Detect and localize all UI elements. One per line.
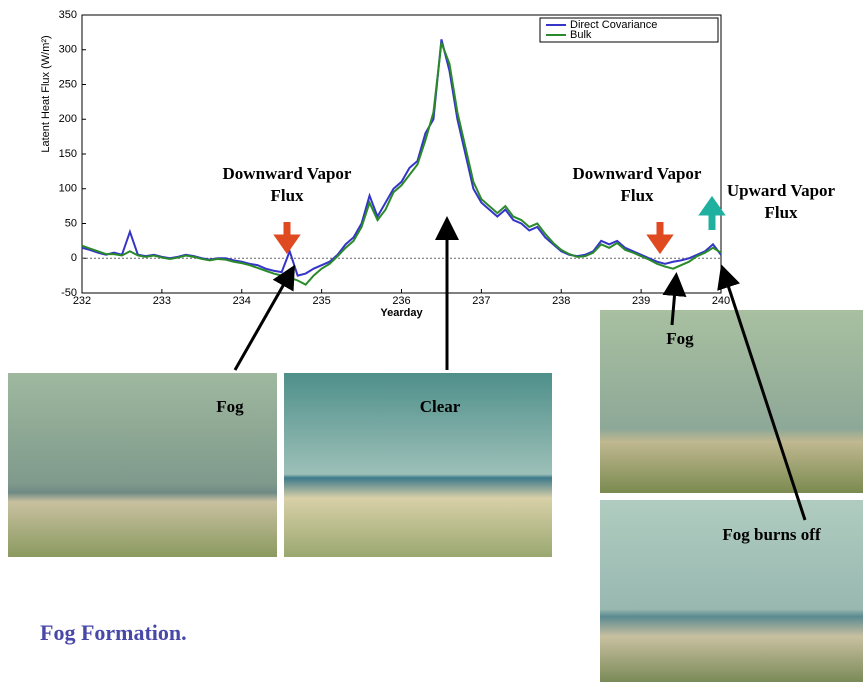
y-tick-label: 100 bbox=[59, 183, 77, 195]
x-tick-label: 233 bbox=[153, 295, 171, 307]
y-tick-label: -50 bbox=[61, 287, 77, 299]
annotation: Downward Vapor Flux bbox=[572, 164, 702, 205]
x-tick-label: 235 bbox=[312, 295, 330, 307]
y-tick-label: 150 bbox=[59, 148, 77, 160]
annotation: Clear bbox=[419, 397, 461, 416]
x-tick-label: 237 bbox=[472, 295, 490, 307]
photo bbox=[600, 310, 863, 493]
photo bbox=[8, 373, 277, 557]
legend bbox=[539, 17, 719, 43]
arrow bbox=[698, 195, 726, 230]
series-line bbox=[81, 42, 722, 286]
y-tick-label: 300 bbox=[59, 44, 77, 56]
plot-frame bbox=[81, 14, 722, 294]
legend-label: Direct Covariance bbox=[570, 19, 657, 31]
pointer bbox=[662, 272, 687, 326]
pointer bbox=[233, 264, 295, 371]
x-axis-label: Yearday bbox=[380, 307, 423, 319]
annotation: Downward Vapor Flux bbox=[222, 164, 352, 205]
legend-label: Bulk bbox=[570, 29, 592, 41]
photo bbox=[600, 500, 863, 682]
series-line bbox=[81, 39, 722, 277]
arrow bbox=[273, 222, 301, 255]
x-tick-label: 232 bbox=[73, 295, 91, 307]
annotation: Fog burns off bbox=[722, 525, 821, 544]
y-axis-label: Latent Heat Flux (W/m²) bbox=[40, 35, 52, 152]
photo bbox=[284, 373, 552, 557]
y-tick-label: 50 bbox=[65, 217, 77, 229]
annotation: Fog bbox=[666, 329, 694, 348]
x-tick-label: 240 bbox=[712, 295, 730, 307]
y-tick-label: 250 bbox=[59, 78, 77, 90]
pointer bbox=[717, 264, 807, 521]
caption: Fog Formation. bbox=[40, 620, 187, 645]
plot: -50 0 50 100 150 200 250 300 350 232 233 234 235 236 2… bbox=[40, 9, 730, 319]
x-tick-label: 234 bbox=[233, 295, 251, 307]
y-tick-label: 0 bbox=[71, 252, 77, 264]
x-tick-label: 236 bbox=[392, 295, 410, 307]
y-tick-label: 350 bbox=[59, 9, 77, 21]
x-tick-label: 238 bbox=[552, 295, 570, 307]
annotation: Fog bbox=[216, 397, 244, 416]
arrow bbox=[646, 222, 674, 255]
y-tick-label: 200 bbox=[59, 113, 77, 125]
annotation: Upward Vapor Flux bbox=[726, 181, 836, 222]
x-tick-label: 239 bbox=[632, 295, 650, 307]
